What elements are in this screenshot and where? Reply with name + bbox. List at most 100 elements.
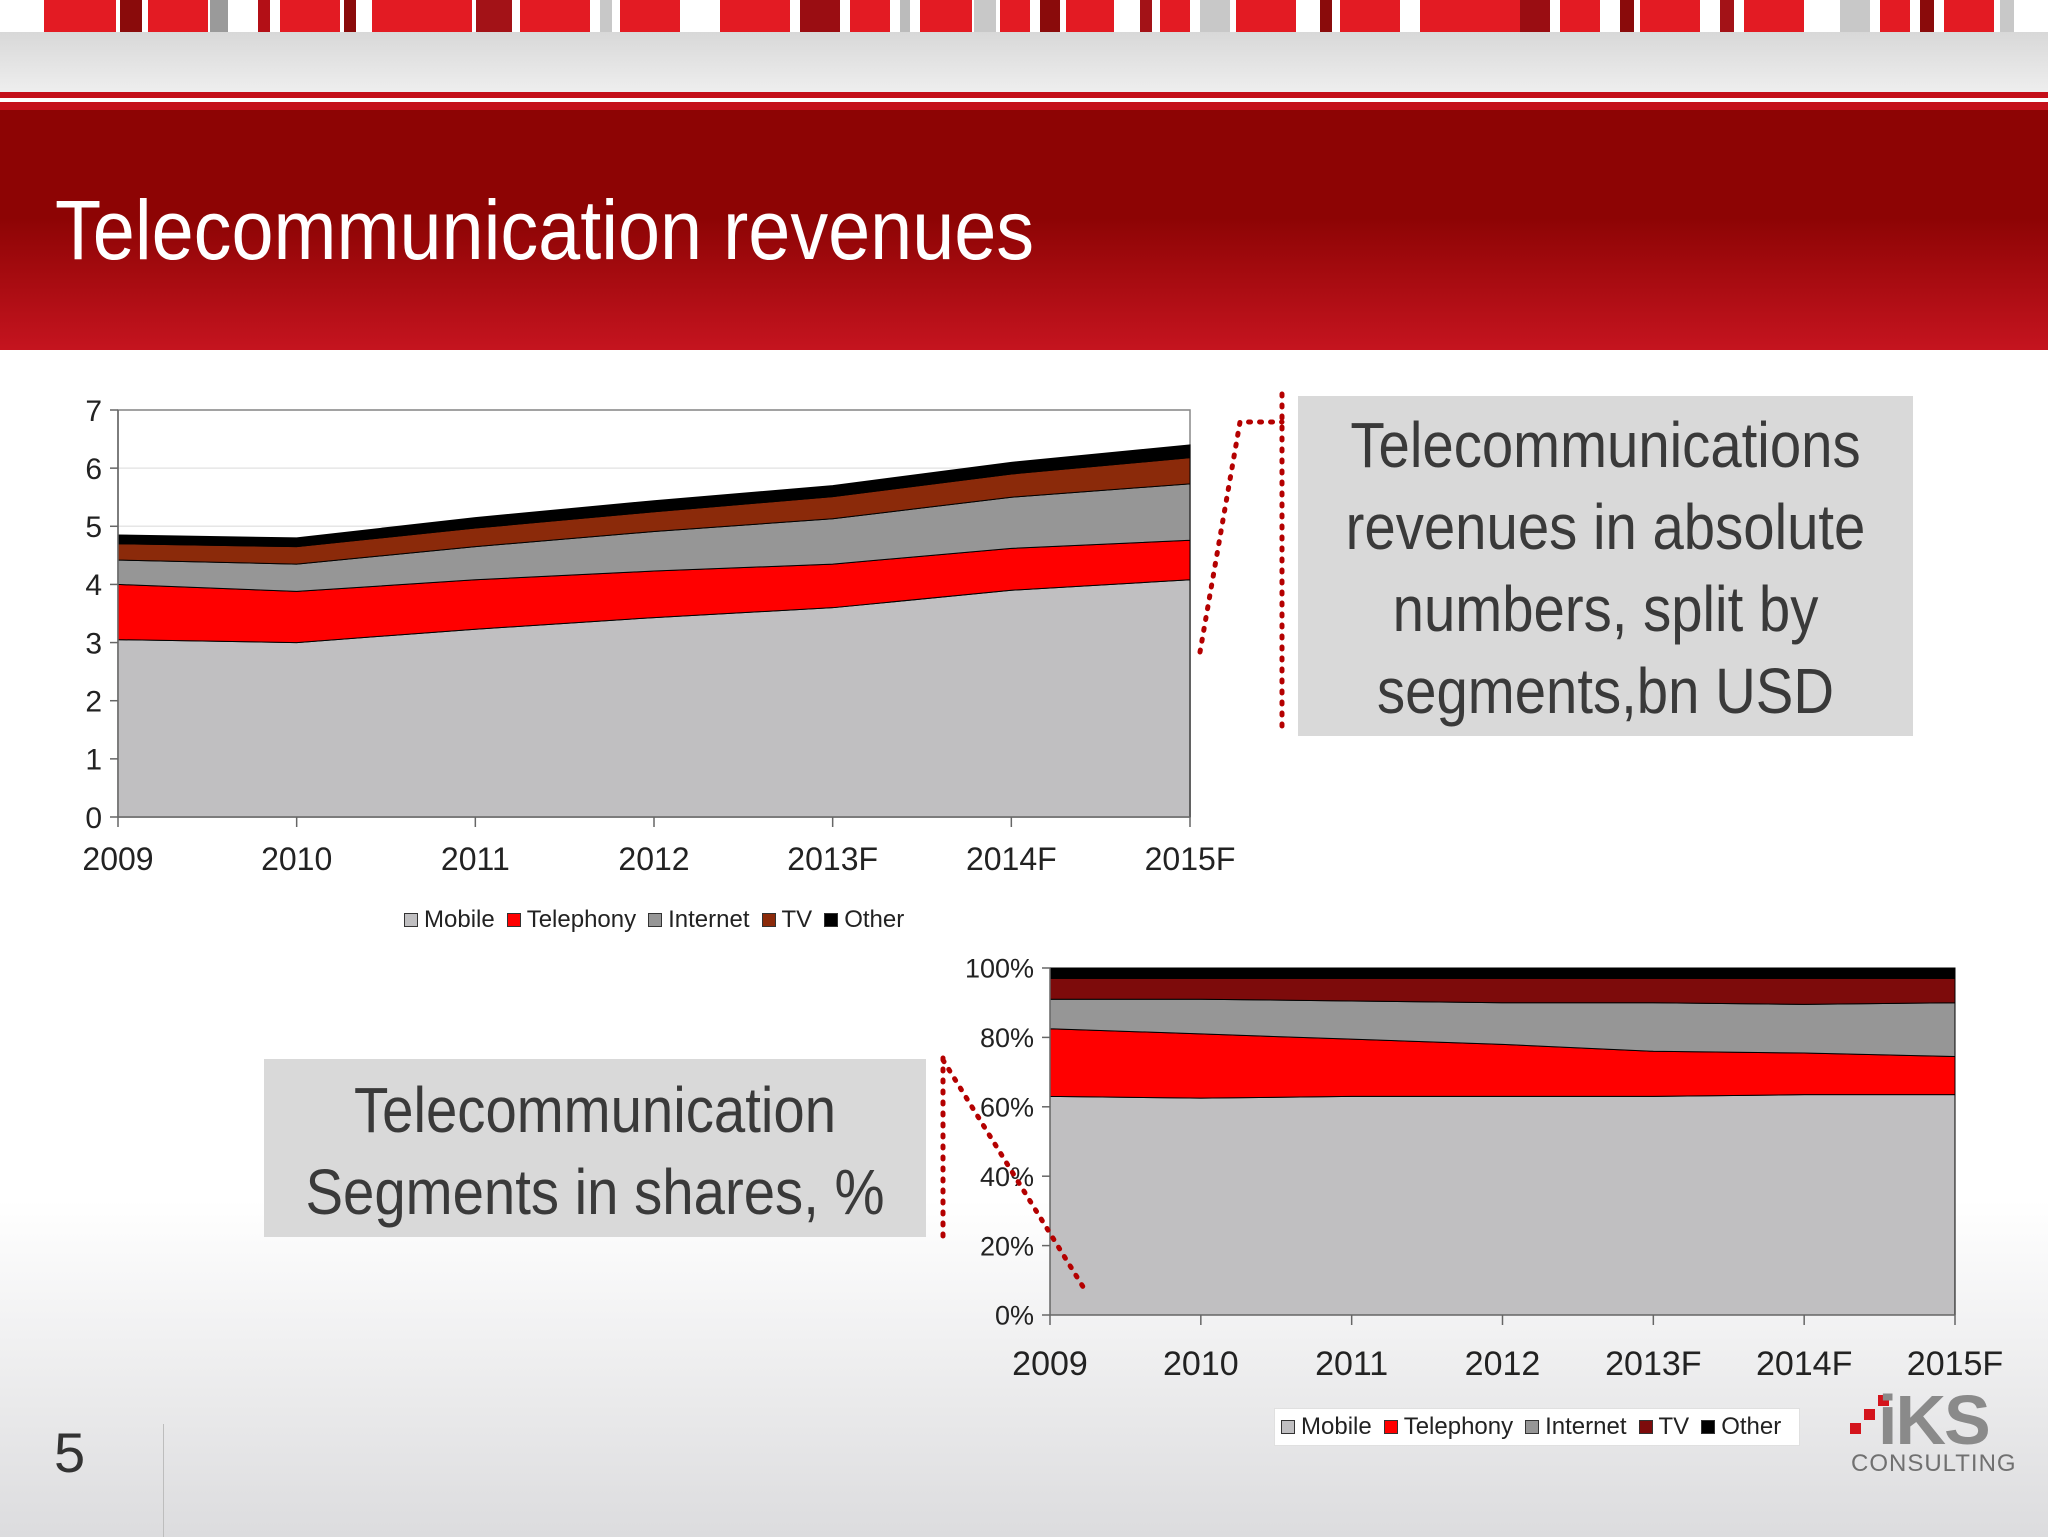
stripe [1066,0,1114,32]
x-tick-label: 2012 [618,841,689,877]
x-tick-label: 2015F [1145,841,1236,877]
stripe [1160,0,1190,32]
legend-shares: Mobile Telephony Internet TV Other [1274,1408,1801,1446]
stripe [850,0,890,32]
stripe [920,0,972,32]
stripe [344,0,356,32]
legend-item: TV [1638,1413,1690,1441]
legend-label: Internet [668,906,750,933]
chart-absolute-revenues: 0 1 2 3 4 5 6 7 2009 2010 2011 2012 2013F 2014F 2015F [82,395,1236,877]
legend-swatch [1701,1420,1716,1434]
y-tick-label: 40% [980,1162,1034,1192]
callout-line: Segments in shares, % [305,1156,885,1228]
legend-swatch [761,913,776,927]
logo-subtitle: CONSULTING [1851,1450,2017,1477]
page-number: 5 [54,1421,86,1484]
legend-label: Other [844,906,905,933]
decorative-stripe-band [0,0,2048,32]
stripe [1560,0,1600,32]
area-other [117,444,1191,548]
legend-item: Telephony [506,906,636,934]
x-tick-label: 2009 [82,841,153,877]
stripe [1140,0,1152,32]
callout-line: Telecommunication [353,1074,837,1146]
stripe [1920,0,1934,32]
y-tick-label: 7 [85,395,102,428]
x-tick-label: 2012 [1465,1345,1541,1383]
y-tick-label: 3 [85,627,102,660]
legend-item: Other [1701,1413,1781,1441]
stripe [1200,0,1230,32]
legend-swatch [824,913,839,927]
legend-item: Telephony [1383,1413,1513,1441]
legend-swatch [404,913,418,927]
stripe [600,0,612,32]
y-tick-label: 80% [980,1023,1034,1053]
legend-label: Internet [1545,1413,1627,1440]
legend-swatch [648,913,663,927]
stripe [1720,0,1734,32]
stripe [148,0,208,32]
legend-label: TV [1658,1413,1690,1440]
area-mobile [1049,1094,1956,1316]
legend-item: Internet [1525,1413,1627,1441]
y-tick-label: 2 [85,686,102,719]
stripe [1040,0,1060,32]
y-tick-label: 0% [995,1301,1034,1331]
legend-item: Other [824,906,904,934]
stripe [44,0,116,32]
x-tick-label: 2011 [441,841,510,877]
x-tick-label: 2010 [1163,1345,1239,1383]
page-title: Telecommunication revenues [55,183,1035,277]
stripe [1420,0,1520,32]
legend-swatch [1383,1420,1398,1434]
legend-swatch [1281,1420,1295,1434]
y-tick-label: 0 [85,802,102,835]
stripe [1880,0,1910,32]
chart-segment-shares: 0% 20% 40% 60% 80% 100% 2009 2010 2011 2012 2013F 2… [965,954,2003,1383]
y-tick-label: 4 [85,569,102,602]
x-tick-label: 2015F [1907,1345,2003,1383]
y-tick-label: 1 [85,744,102,777]
stripe [280,0,340,32]
title-band [0,110,2048,350]
y-tick-label: 60% [980,1093,1034,1123]
stripe [2000,0,2014,32]
legend-swatch [1525,1420,1540,1434]
stripe [1840,0,1870,32]
callout-line: numbers, split by [1392,573,1819,645]
callout-line: Telecommunications [1350,409,1861,481]
stripe [720,0,790,32]
iks-logo-icon [1850,1395,1889,1434]
stripe [1236,0,1296,32]
header-red-rule [0,92,2048,98]
y-tick-label: 100% [965,954,1034,984]
stripe [372,0,472,32]
x-tick-label: 2010 [261,841,332,877]
header-grey-band [0,32,2048,92]
legend-swatch [1638,1420,1653,1434]
x-tick-label: 2013F [1605,1345,1701,1383]
x-tick-label: 2014F [966,841,1057,877]
stripe [258,0,270,32]
callout-absolute-revenues: Telecommunications revenues in absolute … [1298,396,1913,736]
stripe [620,0,680,32]
stripe [1944,0,1994,32]
stripe [1320,0,1332,32]
stripe [1340,0,1400,32]
stripe [1744,0,1804,32]
x-tick-label: 2009 [1012,1345,1088,1383]
callout-line: revenues in absolute [1345,491,1866,563]
legend-label: Mobile [424,906,495,933]
logo-wordmark: iKS [1878,1381,1991,1459]
x-tick-label: 2013F [787,841,878,877]
area-other [1049,967,1956,979]
legend-item: Internet [648,906,750,934]
y-tick-label: 20% [980,1231,1034,1261]
legend-label: Mobile [1301,1413,1372,1440]
stripe [800,0,840,32]
stripe [1620,0,1634,32]
legend-label: TV [781,906,813,933]
legend-item: Mobile [404,906,495,934]
legend-item: Mobile [1281,1413,1372,1441]
